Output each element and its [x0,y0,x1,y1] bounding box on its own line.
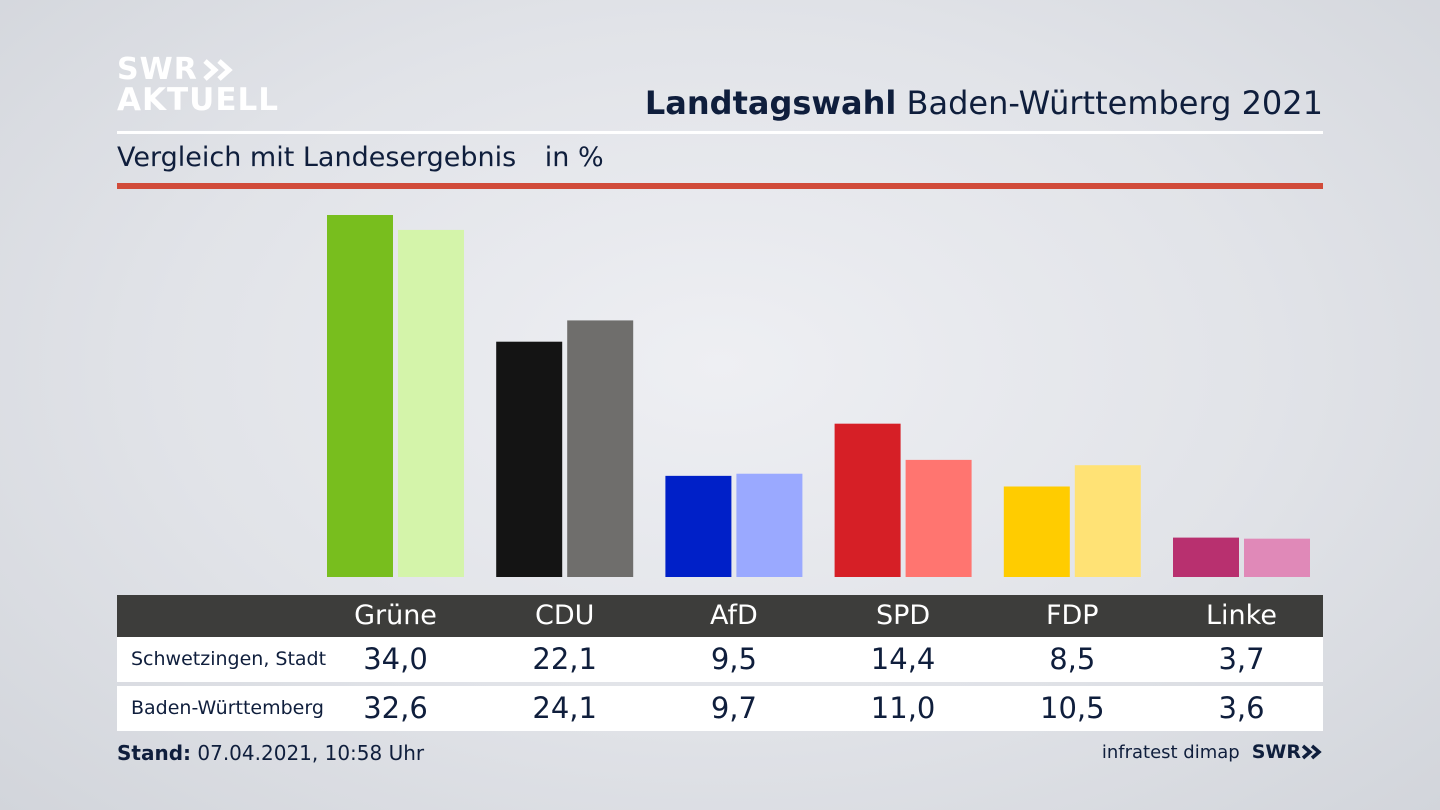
value-cell: 22,1 [532,642,597,676]
logo-line2: AKTUELL [117,82,280,118]
bar-chart [327,215,1310,577]
source-credit: infratest dimap SWR [1102,741,1323,763]
value-cell: 14,4 [870,642,936,676]
column-header: AfD [709,600,758,631]
column-header: Grüne [354,600,437,631]
bar-local-fdp [1003,486,1070,577]
bar-state-fdp [1074,465,1141,577]
bar-state-afd [736,473,803,577]
accent-divider [117,183,1323,189]
value-cell: 9,5 [710,642,757,676]
title-bold: Landtagswahl [644,84,897,122]
table-row: Schwetzingen, Stadt 34,0 22,1 9,5 14,4 8,5 3,… [117,637,1323,682]
footer-swr-logo: SWR [1252,741,1323,763]
bar-local-afd [665,475,732,577]
value-cell: 10,5 [1040,691,1105,725]
stand-value: 07.04.2021, 10:58 Uhr [197,741,425,765]
double-chevron-icon [203,58,233,81]
double-chevron-icon [1301,744,1322,760]
value-cell: 3,6 [1218,691,1265,725]
value-cell: 11,0 [870,691,936,725]
value-cell: 32,6 [363,691,428,725]
results-table: Grüne CDU AfD SPD FDP Linke Schwetzingen, Sta… [117,595,1323,731]
footer-logo-text: SWR [1251,741,1301,763]
timestamp: Stand: 07.04.2021, 10:58 Uhr [117,741,424,765]
table-row: Baden-Württemberg 32,6 24,1 9,7 11,0 10,5 3,6 [117,686,1323,731]
page-title: Landtagswahl Baden-Württemberg 2021 [645,84,1323,122]
column-header: FDP [1045,600,1099,631]
bar-state-spd [905,459,972,577]
logo-line1: SWR [117,52,198,87]
value-cell: 9,7 [710,691,757,725]
column-header: CDU [534,600,595,631]
subtitle-unit: in % [544,142,604,173]
bar-local-cdu [496,341,563,577]
value-cell: 24,1 [532,691,597,725]
source-text: infratest dimap [1101,741,1240,763]
column-header: SPD [875,600,931,631]
bar-local-linke [1173,537,1239,577]
row-label: Baden-Württemberg [131,697,324,719]
value-cell: 8,5 [1049,642,1096,676]
value-cell: 34,0 [363,642,428,676]
subtitle-text: Vergleich mit Landesergebnis [117,142,517,173]
bar-state-cdu [567,320,634,577]
value-cell: 3,7 [1218,642,1265,676]
table-header: Grüne CDU AfD SPD FDP Linke [117,595,1323,637]
bar-state-grüne [398,229,464,577]
bar-state-linke [1244,538,1310,577]
header-divider [117,131,1323,134]
stand-label: Stand: [117,741,192,765]
swr-aktuell-logo: SWR AKTUELL [117,54,279,116]
row-label: Schwetzingen, Stadt [131,648,327,670]
column-header: Linke [1206,600,1277,631]
chart-subtitle: Vergleich mit Landesergebnis in % [117,142,604,173]
bar-local-spd [834,423,901,577]
title-rest: Baden-Württemberg 2021 [906,84,1324,122]
bar-local-grüne [327,215,393,577]
